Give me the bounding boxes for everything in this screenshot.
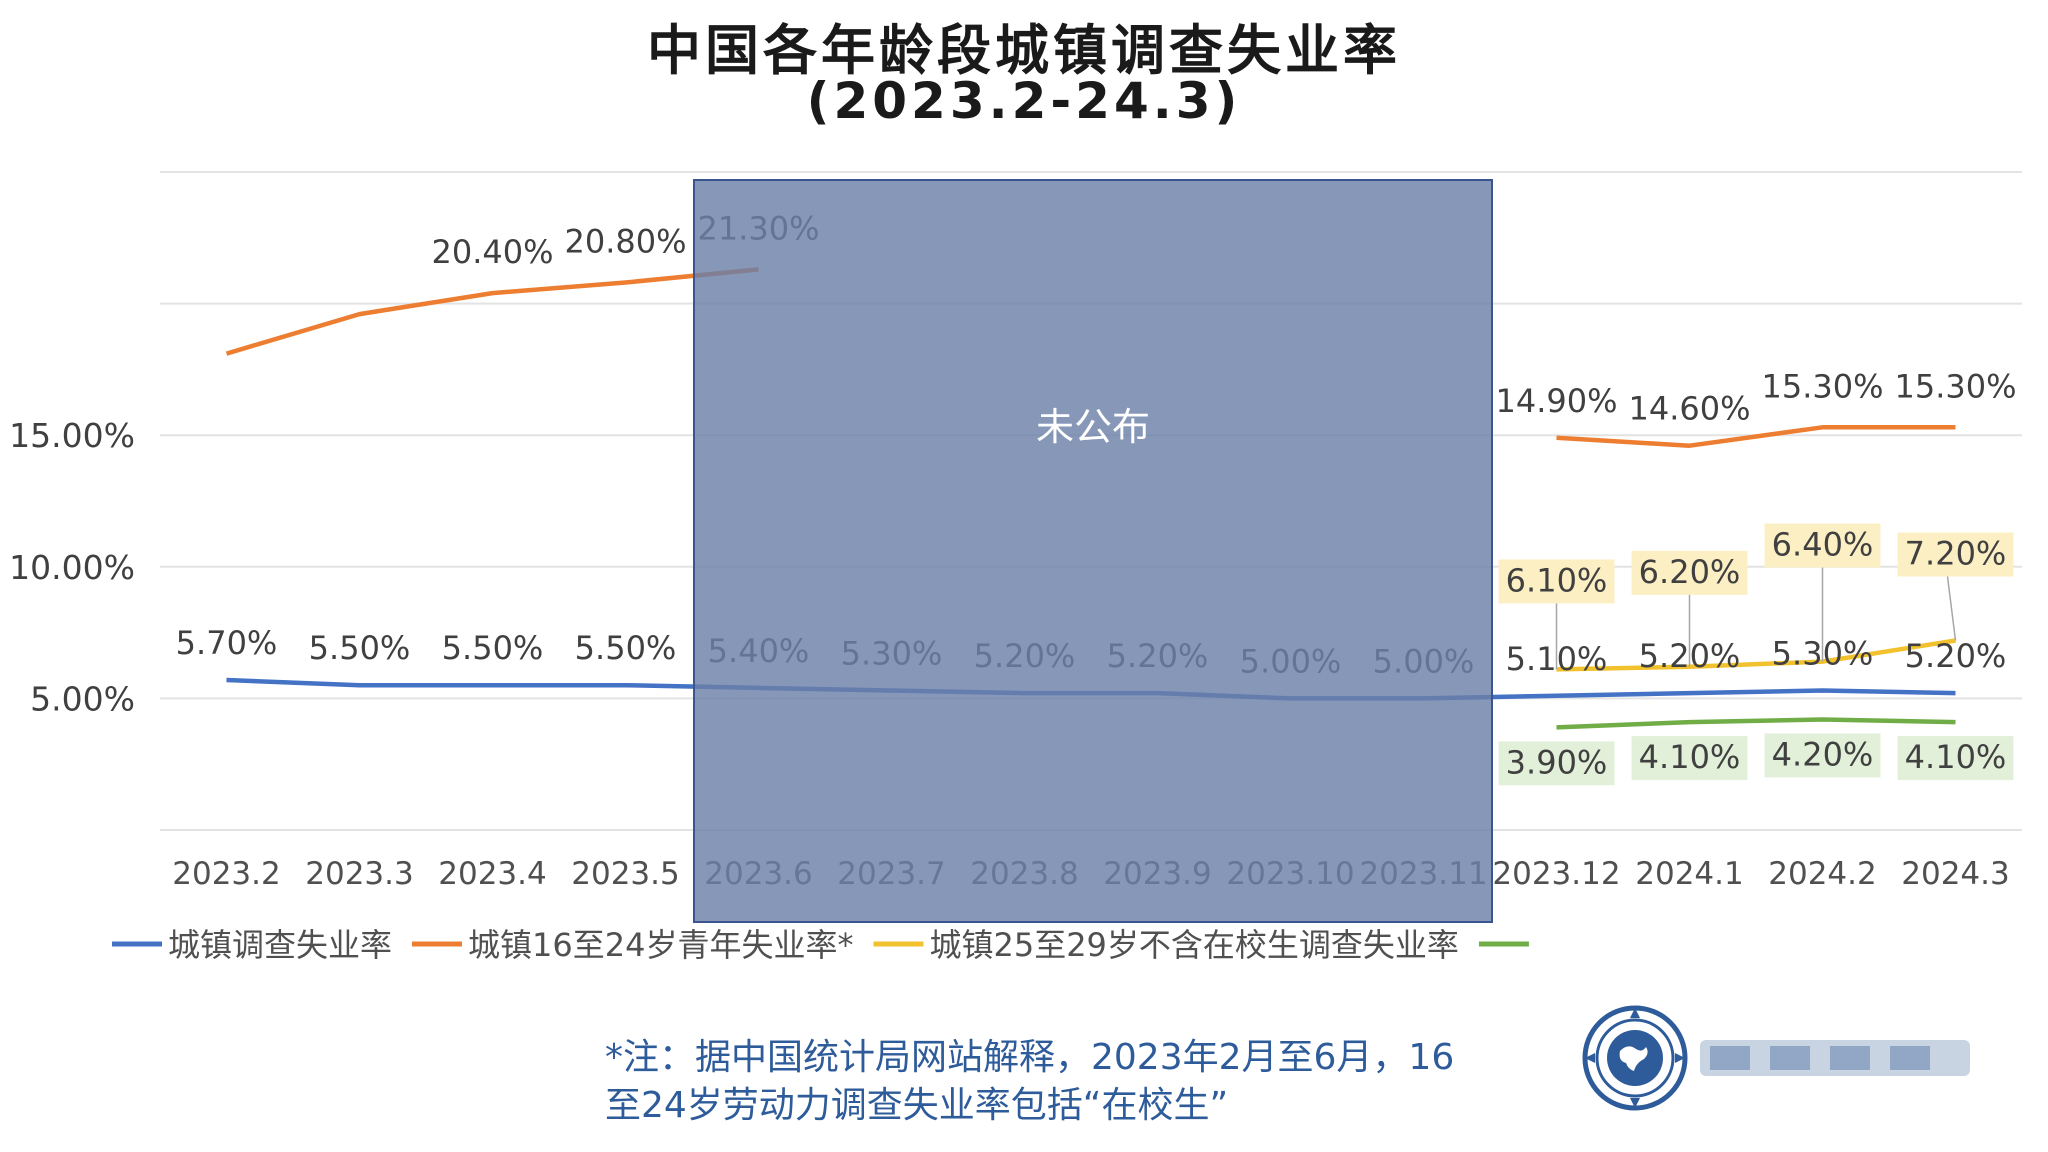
blurred-logo-text (1700, 1040, 1970, 1076)
chart-subtitle: (2023.2-24.3) (806, 72, 1242, 130)
data-label: 7.20% (1905, 534, 2007, 572)
data-label-box (1498, 741, 1615, 786)
series-line-2 (1556, 638, 1956, 672)
data-label: 20.40% (431, 233, 553, 271)
data-label: 4.10% (1639, 738, 1741, 776)
data-label-box (1764, 523, 1881, 568)
data-label: 6.10% (1506, 561, 1608, 599)
data-label: 5.50% (309, 629, 411, 667)
y-tick-label: 5.00% (30, 679, 135, 718)
data-label-box (1897, 736, 2014, 781)
data-label: 14.90% (1495, 382, 1617, 420)
data-label: 20.80% (564, 223, 686, 261)
data-label-box (1631, 550, 1748, 595)
x-tick-label: 2024.1 (1635, 856, 1743, 892)
legend-label-1: 城镇16至24岁青年失业率* (468, 926, 853, 964)
data-label: 6.40% (1772, 526, 1874, 564)
series-line-1 (225, 267, 1956, 448)
line-chart: 5.00% 10.00% 15.00% 2023.2 2023.3 2023.4 2023.… (9, 171, 2022, 964)
x-tick-label: 2023.3 (305, 856, 413, 892)
unpublished-region (693, 179, 1493, 923)
chart-title: 中国各年龄段城镇调查失业率 (647, 19, 1401, 82)
data-label: 5.20% (1905, 637, 2007, 675)
y-tick-label: 15.00% (9, 416, 135, 455)
data-label-box (1897, 532, 2014, 577)
data-label-box (1498, 559, 1615, 604)
footnote-line-2: 至24岁劳动力调查失业率包括“在校生” (605, 1085, 1229, 1126)
data-label: 15.30% (1761, 367, 1883, 405)
x-tick-label: 2023.5 (571, 856, 679, 892)
data-label-box (1764, 733, 1881, 778)
data-label: 4.10% (1905, 738, 2007, 776)
data-label-box (1631, 736, 1748, 781)
data-label: 14.60% (1628, 390, 1750, 428)
footnote-line-1: *注：据中国统计局网站解释，2023年2月至6月，16 (605, 1037, 1455, 1078)
legend-label-0: 城镇调查失业率 (168, 926, 392, 964)
x-tick-label: 2024.3 (1901, 856, 2009, 892)
y-tick-label: 10.00% (9, 548, 135, 587)
x-tick-label: 2023.12 (1492, 856, 1620, 892)
legend-label-2: 城镇25至29岁不含在校生调查失业率 (929, 926, 1458, 964)
x-tick-label: 2023.4 (438, 856, 546, 892)
data-label: 4.20% (1772, 735, 1874, 773)
data-label: 15.30% (1894, 367, 2016, 405)
globe-logo-icon (1582, 1005, 1688, 1111)
leader-line (1946, 576, 1957, 641)
x-tick-label: 2023.2 (172, 856, 280, 892)
data-label: 6.20% (1639, 553, 1741, 591)
unpublished-label: 未公布 (1036, 405, 1150, 449)
data-label: 5.70% (176, 624, 278, 662)
x-tick-label: 2024.2 (1768, 856, 1876, 892)
data-label: 3.90% (1506, 743, 1608, 781)
data-label: 5.50% (575, 629, 677, 667)
series-line-3 (1556, 717, 1956, 730)
data-label: 5.50% (442, 629, 544, 667)
